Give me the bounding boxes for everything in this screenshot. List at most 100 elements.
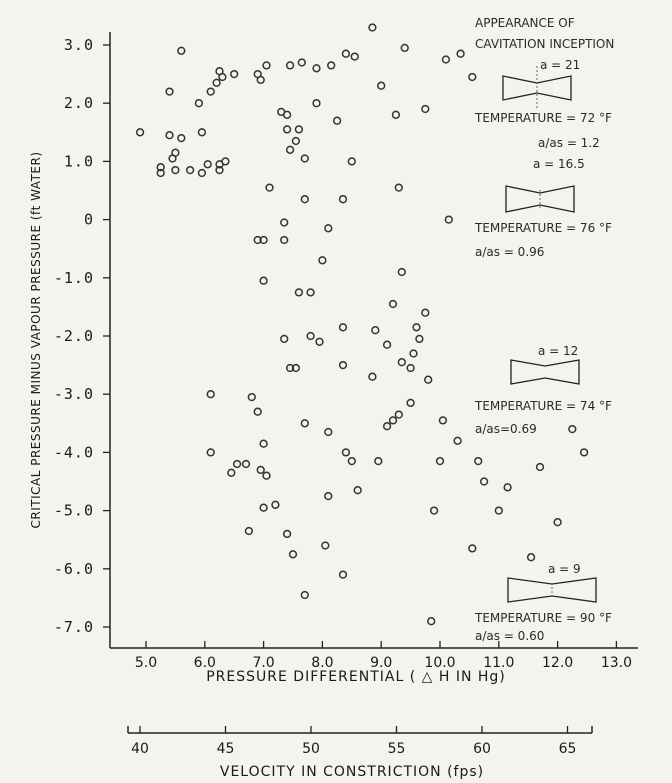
data-point xyxy=(185,165,195,175)
data-point xyxy=(315,337,324,346)
data-point xyxy=(197,168,207,178)
data-point xyxy=(156,163,165,172)
data-point xyxy=(221,157,230,166)
data-point xyxy=(156,168,165,178)
data-point xyxy=(288,550,298,559)
data-point xyxy=(280,334,289,344)
nozzle-shape-2 xyxy=(505,185,575,213)
velocity-tick-label: 65 xyxy=(559,741,577,757)
velocity-tick-label: 40 xyxy=(131,741,149,757)
x-tick-label: 8.0 xyxy=(311,655,333,671)
data-point xyxy=(215,165,224,175)
x-tick-label: 11.0 xyxy=(483,655,514,671)
data-point xyxy=(579,448,589,457)
data-point xyxy=(165,87,174,96)
data-point xyxy=(262,471,271,480)
data-point xyxy=(468,544,477,553)
data-point xyxy=(241,459,251,469)
block2-a: a = 16.5 xyxy=(533,157,585,171)
data-point xyxy=(294,125,304,134)
velocity-tick-label: 60 xyxy=(473,741,491,757)
data-point xyxy=(282,125,292,134)
y-tick-label: -5.0 xyxy=(54,502,94,520)
data-point xyxy=(135,128,145,137)
data-point xyxy=(341,49,351,58)
data-point xyxy=(421,104,430,114)
data-point xyxy=(285,61,295,70)
data-point xyxy=(338,323,348,332)
data-point xyxy=(347,157,356,166)
data-point xyxy=(350,52,359,61)
data-point xyxy=(324,427,333,437)
data-point xyxy=(300,195,309,204)
y-tick-label: -7.0 xyxy=(54,618,94,636)
data-point xyxy=(244,526,254,536)
data-point xyxy=(409,349,418,358)
data-point xyxy=(259,439,268,448)
y-tick-label: 1.0 xyxy=(64,152,94,170)
velocity-tick-label: 50 xyxy=(302,741,320,757)
data-point xyxy=(324,491,333,501)
data-point xyxy=(479,477,489,486)
data-point xyxy=(300,154,309,163)
data-point xyxy=(347,456,356,466)
data-point xyxy=(456,49,465,58)
data-point xyxy=(427,617,436,626)
data-point xyxy=(397,267,406,277)
data-point xyxy=(503,483,512,492)
y-tick-label: -2.0 xyxy=(54,327,94,345)
x-tick-label: 6.0 xyxy=(194,655,216,671)
data-point xyxy=(553,518,562,527)
data-point xyxy=(259,235,268,245)
data-point xyxy=(429,506,439,515)
data-point xyxy=(535,462,545,472)
y-tick-label: -6.0 xyxy=(54,560,94,578)
data-point xyxy=(265,183,274,192)
data-point xyxy=(382,422,392,431)
data-point xyxy=(400,43,409,53)
data-point xyxy=(388,416,398,425)
block3-a: a = 12 xyxy=(538,344,578,358)
data-point xyxy=(353,486,362,495)
x-tick-label: 7.0 xyxy=(252,655,274,671)
data-point xyxy=(282,110,292,119)
block3-ratio: a/as=0.69 xyxy=(475,422,537,436)
x-tick-label: 5.0 xyxy=(135,655,157,671)
data-point xyxy=(171,165,180,175)
x-ticks: 5.0 6.0 7.0 8.0 9.0 10.0 11.0 12.0 13.0 xyxy=(135,641,632,671)
data-point xyxy=(247,392,256,402)
data-point xyxy=(227,468,236,477)
data-point xyxy=(327,61,336,70)
data-point xyxy=(526,553,536,562)
data-point xyxy=(412,323,421,332)
block1-temperature: TEMPERATURE = 72 °F xyxy=(474,111,612,125)
data-point xyxy=(415,334,424,344)
data-point xyxy=(259,276,268,285)
x-tick-label: 12.0 xyxy=(542,655,573,671)
data-point xyxy=(406,398,415,408)
data-point xyxy=(253,235,262,245)
data-point xyxy=(338,570,348,579)
data-point xyxy=(232,459,242,469)
data-point xyxy=(294,288,304,297)
annotation-header-line2: CAVITATION INCEPTION xyxy=(475,37,614,51)
velocity-axis: 40 45 50 55 60 65 xyxy=(127,726,593,757)
data-point xyxy=(568,424,577,434)
data-point xyxy=(212,78,221,87)
data-point xyxy=(368,372,377,381)
block4-a: a = 9 xyxy=(548,562,581,576)
data-point xyxy=(203,160,212,169)
data-point xyxy=(291,363,301,373)
data-point xyxy=(256,465,265,475)
y-tick-label: -1.0 xyxy=(54,269,94,287)
data-point xyxy=(300,590,309,600)
data-point xyxy=(374,456,383,466)
x-tick-label: 9.0 xyxy=(370,655,392,671)
data-point xyxy=(424,375,433,384)
block4-ratio: a/as = 0.60 xyxy=(475,629,544,643)
y-tick-label: 3.0 xyxy=(64,36,94,54)
data-point xyxy=(206,390,215,399)
data-point xyxy=(406,363,415,373)
data-point xyxy=(318,256,327,265)
data-point xyxy=(206,87,215,96)
